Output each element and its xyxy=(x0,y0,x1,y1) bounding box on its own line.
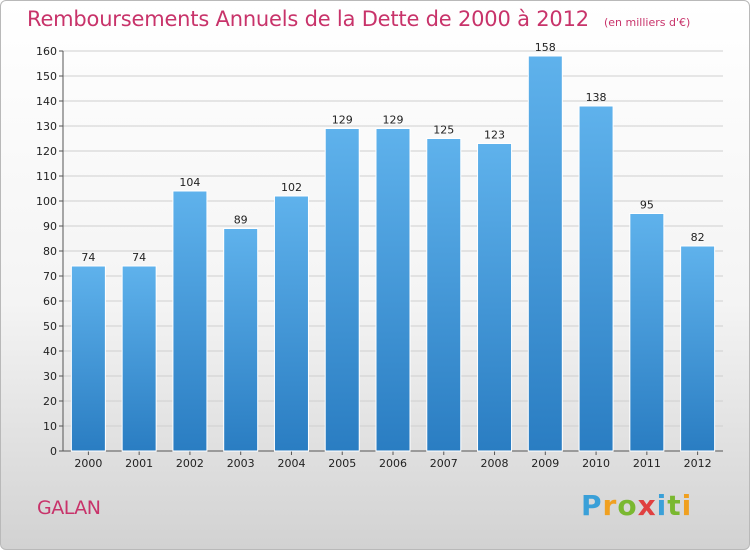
bar-2009 xyxy=(527,55,563,452)
place-name: GALAN xyxy=(37,497,101,519)
y-tick-label: 150 xyxy=(36,70,57,83)
bar-2001 xyxy=(121,265,157,452)
bar-2007 xyxy=(426,138,462,452)
bar-2006 xyxy=(375,128,411,452)
y-tick-label: 10 xyxy=(43,420,57,433)
data-label-2006: 129 xyxy=(383,114,404,127)
chart-unit: (en milliers d'€) xyxy=(604,16,691,29)
x-tick-label-2002: 2002 xyxy=(176,457,204,470)
x-tick-label-2011: 2011 xyxy=(633,457,661,470)
y-tick-label: 110 xyxy=(36,170,57,183)
data-label-2011: 95 xyxy=(640,199,654,212)
y-tick-label: 100 xyxy=(36,195,57,208)
y-tick-label: 120 xyxy=(36,145,57,158)
y-tick-label: 60 xyxy=(43,295,57,308)
y-tick-label: 90 xyxy=(43,220,57,233)
data-label-2010: 138 xyxy=(586,91,607,104)
x-tick-label-2010: 2010 xyxy=(582,457,610,470)
x-tick-label-2007: 2007 xyxy=(430,457,458,470)
y-tick-label: 20 xyxy=(43,395,57,408)
data-label-2005: 129 xyxy=(332,114,353,127)
y-tick-label: 30 xyxy=(43,370,57,383)
x-tick-label-2008: 2008 xyxy=(481,457,509,470)
y-tick-label: 50 xyxy=(43,320,57,333)
x-tick-label-2012: 2012 xyxy=(684,457,712,470)
x-tick-label-2005: 2005 xyxy=(328,457,356,470)
data-label-2008: 123 xyxy=(484,129,505,142)
bar-2008 xyxy=(477,143,513,452)
bar-2003 xyxy=(223,228,259,452)
bar-2011 xyxy=(629,213,665,452)
bar-2010 xyxy=(578,105,614,452)
y-tick-label: 130 xyxy=(36,120,57,133)
data-label-2000: 74 xyxy=(81,251,95,264)
x-tick-label-2004: 2004 xyxy=(277,457,305,470)
x-tick-label-2006: 2006 xyxy=(379,457,407,470)
bar-2005 xyxy=(324,128,360,452)
x-tick-label-2001: 2001 xyxy=(125,457,153,470)
x-tick-label-2003: 2003 xyxy=(227,457,255,470)
y-tick-label: 0 xyxy=(50,445,57,458)
y-tick-label: 140 xyxy=(36,95,57,108)
bar-2002 xyxy=(172,190,208,452)
data-label-2002: 104 xyxy=(179,176,200,189)
data-label-2007: 125 xyxy=(433,124,454,137)
bar-2012 xyxy=(680,245,716,452)
brand-logo: Proxiti xyxy=(581,489,693,522)
y-tick-label: 70 xyxy=(43,270,57,283)
y-tick-label: 40 xyxy=(43,345,57,358)
chart-title: Remboursements Annuels de la Dette de 20… xyxy=(27,7,589,31)
data-label-2001: 74 xyxy=(132,251,146,264)
bar-2004 xyxy=(273,195,309,452)
x-tick-label-2000: 2000 xyxy=(74,457,102,470)
title-row: Remboursements Annuels de la Dette de 20… xyxy=(27,7,690,31)
data-label-2009: 158 xyxy=(535,41,556,54)
x-tick-label-2009: 2009 xyxy=(531,457,559,470)
y-tick-label: 160 xyxy=(36,45,57,58)
y-tick-label: 80 xyxy=(43,245,57,258)
bar-2000 xyxy=(70,265,106,452)
data-label-2003: 89 xyxy=(234,214,248,227)
data-label-2004: 102 xyxy=(281,181,302,194)
data-label-2012: 82 xyxy=(691,231,705,244)
